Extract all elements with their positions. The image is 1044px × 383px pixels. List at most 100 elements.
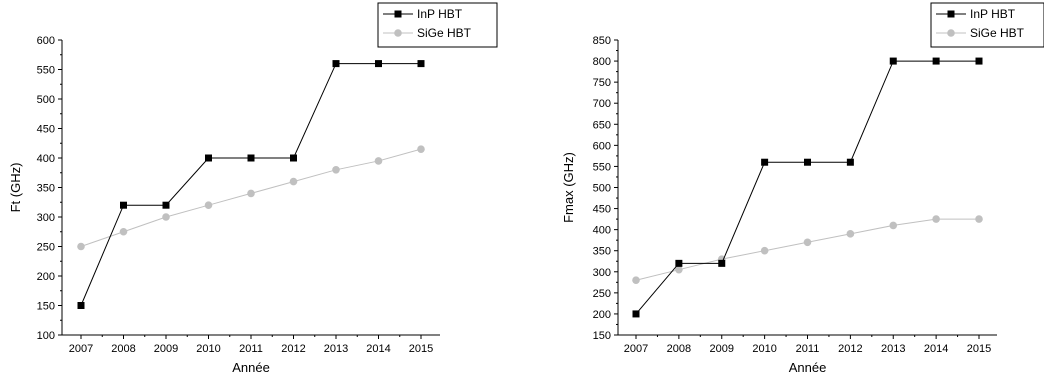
y-tick-label: 450	[37, 124, 55, 136]
y-tick-label: 650	[593, 119, 611, 131]
data-point-square	[889, 57, 897, 65]
data-point-circle	[417, 145, 425, 153]
y-axis-title: Ft (GHz)	[8, 163, 23, 213]
legend-marker-square	[947, 10, 955, 18]
y-tick-label: 150	[593, 330, 611, 342]
data-point-circle	[975, 215, 983, 223]
data-point-circle	[932, 215, 940, 223]
x-tick-label: 2014	[366, 343, 390, 355]
series-line	[80, 148, 422, 247]
x-tick-label: 2009	[154, 343, 178, 355]
x-tick-label: 2014	[924, 343, 948, 355]
data-point-circle	[204, 201, 213, 209]
y-tick-label: 600	[593, 140, 611, 152]
y-tick-label: 850	[593, 35, 611, 47]
y-tick-label: 300	[593, 267, 611, 279]
series-inp-hbt	[632, 57, 983, 318]
data-point-circle	[289, 177, 298, 186]
data-point-circle	[632, 276, 640, 285]
data-point-circle	[77, 242, 85, 251]
y-tick-label: 750	[593, 77, 611, 89]
data-point-square	[417, 60, 425, 68]
data-point-circle	[675, 265, 683, 274]
data-point-circle	[119, 227, 128, 236]
y-tick-label: 500	[37, 94, 55, 106]
data-point-circle	[803, 238, 812, 247]
data-point-circle	[162, 213, 170, 221]
x-tick-label: 2013	[881, 343, 905, 355]
legend-box	[377, 2, 498, 48]
y-tick-label: 550	[593, 161, 611, 173]
series-inp-hbt	[77, 60, 425, 309]
legend-marker-circle	[947, 29, 955, 37]
y-tick-label: 350	[593, 246, 611, 258]
x-tick-label: 2010	[196, 343, 220, 355]
x-tick-label: 2012	[281, 343, 305, 355]
legend-marker-circle	[394, 29, 402, 37]
data-point-circle	[332, 166, 340, 174]
x-tick-label: 2010	[752, 343, 776, 355]
x-tick-label: 2008	[667, 343, 691, 355]
x-tick-label: 2007	[69, 343, 93, 355]
y-tick-label: 350	[37, 183, 55, 195]
data-point-square	[975, 57, 983, 65]
chart-2: 150 200 250 300 350 400 450 500 550 600 650 700 750 8…	[561, 2, 1044, 375]
series-line	[635, 218, 979, 281]
y-tick-label: 100	[37, 330, 55, 342]
legend-label: SiGe HBT	[417, 26, 472, 40]
y-tick-label: 800	[593, 56, 611, 68]
data-point-square	[761, 158, 769, 166]
data-point-circle	[247, 189, 255, 198]
data-point-square	[804, 158, 811, 166]
y-tick-label: 600	[37, 35, 55, 47]
y-tick-label: 400	[593, 225, 611, 237]
x-tick-label: 2008	[111, 343, 135, 355]
x-tick-label: 2011	[796, 343, 820, 355]
x-tick-label: 2015	[967, 343, 991, 355]
series-sige-hbt	[77, 145, 425, 251]
series-line	[635, 60, 979, 315]
x-tick-label: 2011	[239, 343, 263, 355]
data-point-square	[846, 158, 854, 166]
legend-label: InP HBT	[417, 7, 463, 21]
data-point-square	[247, 154, 255, 162]
series-line	[80, 63, 421, 306]
x-tick-label: 2013	[324, 343, 348, 355]
y-tick-label: 250	[37, 242, 55, 254]
data-point-circle	[374, 157, 383, 165]
data-point-square	[718, 259, 726, 267]
data-point-square	[332, 60, 340, 68]
data-point-square	[120, 201, 127, 209]
legend-label: InP HBT	[970, 7, 1016, 21]
x-tick-label: 2009	[710, 343, 734, 355]
data-point-square	[162, 201, 170, 209]
data-point-square	[632, 310, 640, 318]
data-point-circle	[846, 230, 855, 238]
legend-marker-square	[394, 10, 402, 18]
legend-box	[930, 2, 1044, 48]
y-tick-label: 300	[37, 212, 55, 224]
legend: InP HBT SiGe HBT	[930, 2, 1044, 48]
y-tick-label: 200	[593, 309, 611, 321]
legend-label: SiGe HBT	[970, 26, 1025, 40]
chart-1: 100 150 200 250 300 350 400 450 500 550 600 2007 200…	[8, 2, 498, 375]
data-point-square	[932, 57, 940, 65]
data-point-square	[675, 259, 683, 267]
y-tick-label: 500	[593, 183, 611, 195]
x-axis-title: Année	[232, 360, 270, 375]
data-point-square	[290, 154, 297, 162]
y-tick-label: 550	[37, 65, 55, 77]
y-tick-label: 700	[593, 98, 611, 110]
series-sige-hbt	[632, 215, 983, 285]
y-tick-label: 400	[37, 153, 55, 165]
x-tick-label: 2007	[624, 343, 648, 355]
data-point-square	[375, 60, 382, 68]
legend: InP HBT SiGe HBT	[377, 2, 498, 48]
x-tick-label: 2012	[838, 343, 862, 355]
x-axis-title: Année	[789, 360, 827, 375]
data-point-square	[77, 302, 85, 309]
data-point-circle	[889, 221, 898, 230]
x-tick-label: 2015	[409, 343, 433, 355]
data-point-circle	[760, 246, 769, 255]
